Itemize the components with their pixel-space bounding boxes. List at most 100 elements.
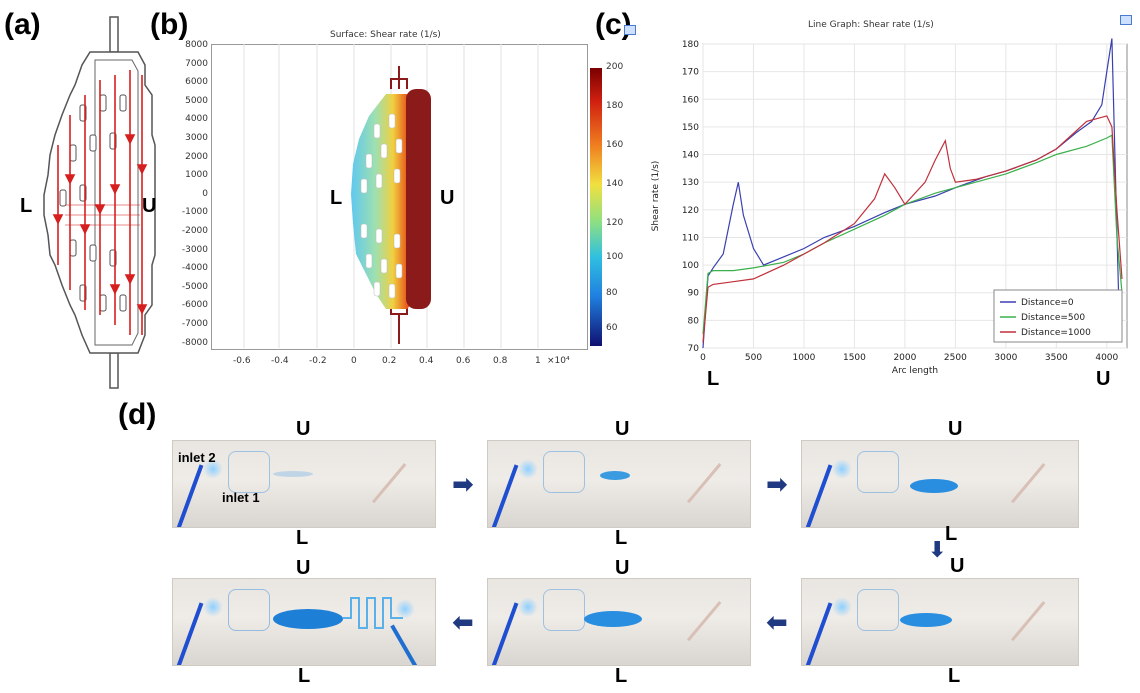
inlet-2-label: inlet 2 — [178, 450, 216, 465]
y-axis-label: Shear rate (1/s) — [651, 161, 661, 232]
x-tick-label: 500 — [745, 353, 762, 363]
b-ytick: -5000 — [181, 281, 208, 292]
b-xtick: -0.4 — [271, 356, 289, 366]
panel-b-title: Surface: Shear rate (1/s) — [330, 30, 441, 40]
series-line-2 — [702, 134, 1123, 335]
b-ytick: -1000 — [181, 207, 208, 218]
panel-a-right-label: U — [142, 195, 157, 217]
panel-c-left-label: L — [707, 368, 720, 390]
b-xtick: 0.4 — [419, 356, 434, 366]
chip-pattern — [228, 451, 270, 493]
inlet-glow — [518, 597, 538, 617]
chip-pattern — [857, 451, 899, 493]
b-cbar-tick: 180 — [606, 101, 624, 111]
b-cbar-tick: 120 — [606, 218, 624, 228]
x-tick-label: 2500 — [944, 353, 967, 363]
x-tick-label: 1500 — [843, 353, 866, 363]
b-ytick: 7000 — [185, 58, 208, 69]
photo-5-top-label: U — [615, 557, 630, 579]
inlet-1-label: inlet 1 — [222, 490, 260, 505]
b-ytick: -6000 — [181, 300, 208, 311]
b-cbar-tick: 100 — [606, 252, 624, 262]
panel-b-y-ticks: 8000 7000 6000 5000 4000 3000 2000 1000 … — [164, 40, 208, 356]
panel-b-right-label: U — [440, 187, 455, 209]
y-tick-label: 160 — [682, 95, 699, 105]
y-tick-label: 90 — [688, 289, 700, 299]
dye — [600, 471, 630, 480]
photo-frame-3 — [801, 440, 1079, 528]
photo-frame-2 — [487, 440, 751, 528]
dye — [584, 611, 642, 627]
b-ytick: 0 — [202, 188, 208, 199]
b-cbar-tick: 160 — [606, 140, 624, 150]
chip-pattern — [857, 589, 899, 631]
inlet-glow — [518, 459, 538, 479]
y-tick-label: 120 — [682, 206, 699, 216]
inlet-glow — [832, 597, 852, 617]
b-ytick: -2000 — [181, 226, 208, 236]
y-tick-label: 80 — [688, 316, 700, 326]
chart-title: Line Graph: Shear rate (1/s) — [808, 20, 934, 30]
photo-4-bottom-label: L — [948, 665, 961, 687]
inlet-glow — [203, 597, 223, 617]
y-tick-label: 150 — [682, 123, 699, 133]
dye — [910, 479, 958, 493]
dye — [273, 471, 313, 477]
b-ytick: 8000 — [185, 40, 208, 50]
b-x-multiplier: ×10⁴ — [547, 356, 570, 366]
b-cbar-tick: 80 — [606, 288, 618, 298]
panel-b-icon[interactable] — [624, 25, 636, 35]
b-ytick: 6000 — [185, 77, 208, 88]
b-ytick: -7000 — [181, 319, 208, 329]
b-ytick: -8000 — [181, 337, 208, 348]
arrow-left-icon: ⬅ — [452, 608, 474, 638]
y-tick-label: 170 — [682, 68, 699, 78]
outlet-tube — [686, 463, 750, 527]
b-cbar-tick: 140 — [606, 179, 624, 189]
y-tick-label: 70 — [688, 344, 700, 354]
serpentine-channel — [343, 597, 403, 629]
photo-6-top-label: U — [296, 557, 311, 579]
photo-frame-5 — [487, 578, 751, 666]
x-axis-label: Arc length — [892, 366, 938, 375]
arrow-left-icon: ⬅ — [766, 608, 788, 638]
outlet-tube — [686, 601, 750, 665]
dye — [900, 613, 952, 627]
x-tick-label: 2000 — [893, 353, 916, 363]
photo-2-bottom-label: L — [615, 527, 628, 549]
legend-entry: Distance=0 — [1021, 298, 1074, 308]
b-xtick: -0.2 — [309, 356, 327, 366]
b-ytick: 1000 — [185, 170, 208, 181]
b-cbar-tick: 200 — [606, 62, 624, 72]
photo-2-top-label: U — [615, 418, 630, 440]
photo-1-bottom-label: L — [296, 527, 309, 549]
photo-6-bottom-label: L — [298, 665, 311, 687]
y-tick-label: 140 — [682, 151, 699, 161]
dye — [273, 609, 343, 629]
outlet-tube — [1010, 463, 1077, 527]
x-tick-label: 0 — [700, 353, 706, 363]
panel-c-right-label: U — [1096, 368, 1111, 390]
b-xtick: 0 — [351, 356, 357, 366]
arrow-right-icon: ➡ — [766, 470, 788, 500]
panel-a-left-label: L — [20, 195, 33, 217]
x-tick-label: 4000 — [1095, 353, 1118, 363]
arrow-right-icon: ➡ — [452, 470, 474, 500]
panel-b-left-label: L — [330, 187, 343, 209]
b-xtick: -0.6 — [233, 356, 251, 366]
b-cbar-tick: 60 — [606, 323, 618, 333]
photo-frame-6 — [172, 578, 436, 666]
outlet-tube — [1010, 601, 1077, 665]
chip-pattern — [228, 589, 270, 631]
photo-3-bottom-label: L — [945, 523, 958, 545]
inlet-glow — [832, 459, 852, 479]
panel-a-schematic — [43, 16, 156, 389]
panel-d-label: (d) — [118, 398, 157, 431]
photo-1-top-label: U — [296, 418, 311, 440]
x-tick-label: 3000 — [994, 353, 1017, 363]
legend-entry: Distance=500 — [1021, 313, 1085, 323]
inlet-glow — [203, 459, 223, 479]
y-tick-label: 180 — [682, 40, 699, 50]
panel-c-icon[interactable] — [1120, 15, 1132, 25]
b-ytick: 3000 — [185, 133, 208, 143]
